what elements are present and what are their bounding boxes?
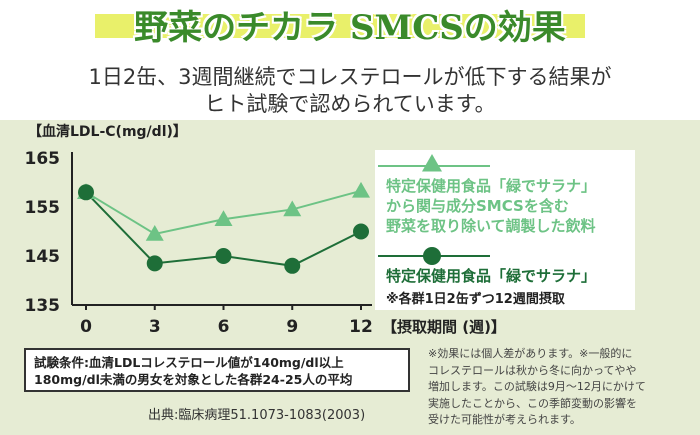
x-tick-label-12: 12 bbox=[349, 317, 373, 337]
headline-highlight-band bbox=[95, 14, 585, 38]
footnote-line-2: コレステロールは秋から冬に向かってやや bbox=[428, 363, 637, 377]
footnote-line-1: ※効果には個人差があります。※一般的に bbox=[428, 347, 633, 360]
legend-series-a-line-3: 野菜を取り除いて調製した飲料 bbox=[386, 217, 596, 235]
footnote-line-3: 増加します。この試験は9月〜12月にかけて bbox=[428, 380, 646, 393]
legend-series-b-label: 特定保健用食品「緑でサラナ」 bbox=[386, 267, 597, 285]
series-b-point-week-9 bbox=[284, 257, 301, 274]
series-b-point-week-12 bbox=[353, 223, 369, 240]
series-b-point-week-6 bbox=[215, 248, 232, 264]
legend-series-a-marker bbox=[422, 154, 442, 172]
legend-series-b-marker bbox=[423, 247, 441, 265]
legend-series-b-note: ※各群1日2缶ずつ12週間摂取 bbox=[386, 292, 565, 307]
legend-series-a-line-2: から関与成分SMCSを含む bbox=[386, 197, 569, 215]
x-tick-label-9: 9 bbox=[286, 317, 298, 337]
legend-series-a-line-1: 特定保健用食品「緑でサラナ」 bbox=[386, 177, 597, 195]
footnote: ※効果には個人差があります。※一般的に コレステロールは秋から冬に向かってやや … bbox=[428, 346, 694, 429]
conditions-line-2: 180mg/dl未満の男女を対象とした各群24-25人の平均 bbox=[34, 372, 353, 387]
footnote-line-4: 実施したことから、この季節変動の影響を bbox=[428, 396, 637, 410]
conditions-line-1: 試験条件:血清LDLコレステロール値が140mg/dl以上 bbox=[34, 355, 344, 370]
source-citation: 出典:臨床病理51.1073-1083(2003) bbox=[148, 408, 366, 423]
series-b-point-week-0 bbox=[78, 184, 94, 201]
subheadline-line-2: ヒト試験で認められています。 bbox=[204, 92, 496, 116]
subheadline-line-1: 1日2缶、3週間継続でコレステロールが低下する結果が bbox=[88, 65, 612, 89]
legend-box bbox=[375, 150, 635, 310]
series-a-point-week-9 bbox=[283, 200, 302, 217]
y-tick-label-135: 135 bbox=[25, 296, 61, 316]
y-axis-label: 【血清LDL-C(mg/dl)】 bbox=[28, 123, 187, 140]
footnote-line-5: 受けた可能性が考えられます。 bbox=[428, 413, 581, 426]
x-tick-label-0: 0 bbox=[80, 317, 92, 337]
x-tick-label-6: 6 bbox=[218, 317, 230, 337]
y-tick-label-155: 155 bbox=[25, 198, 61, 218]
series-a-point-week-6 bbox=[214, 210, 233, 226]
series-a-point-week-3 bbox=[145, 224, 164, 241]
x-axis-label: 【摂取期間 (週)】 bbox=[382, 318, 506, 336]
test-conditions-box: 試験条件:血清LDLコレステロール値が140mg/dl以上 180mg/dl未満… bbox=[24, 348, 410, 392]
headline: 野菜のチカラ SMCSの効果 bbox=[134, 8, 566, 48]
series-b-point-week-3 bbox=[146, 255, 163, 272]
series-a-point-week-12 bbox=[352, 181, 370, 198]
x-tick-label-3: 3 bbox=[149, 317, 161, 337]
y-tick-label-165: 165 bbox=[25, 149, 61, 169]
y-tick-label-145: 145 bbox=[25, 247, 61, 267]
legend-series-a-label: 特定保健用食品「緑でサラナ」 から関与成分SMCSを含む 野菜を取り除いて調製し… bbox=[386, 176, 596, 236]
